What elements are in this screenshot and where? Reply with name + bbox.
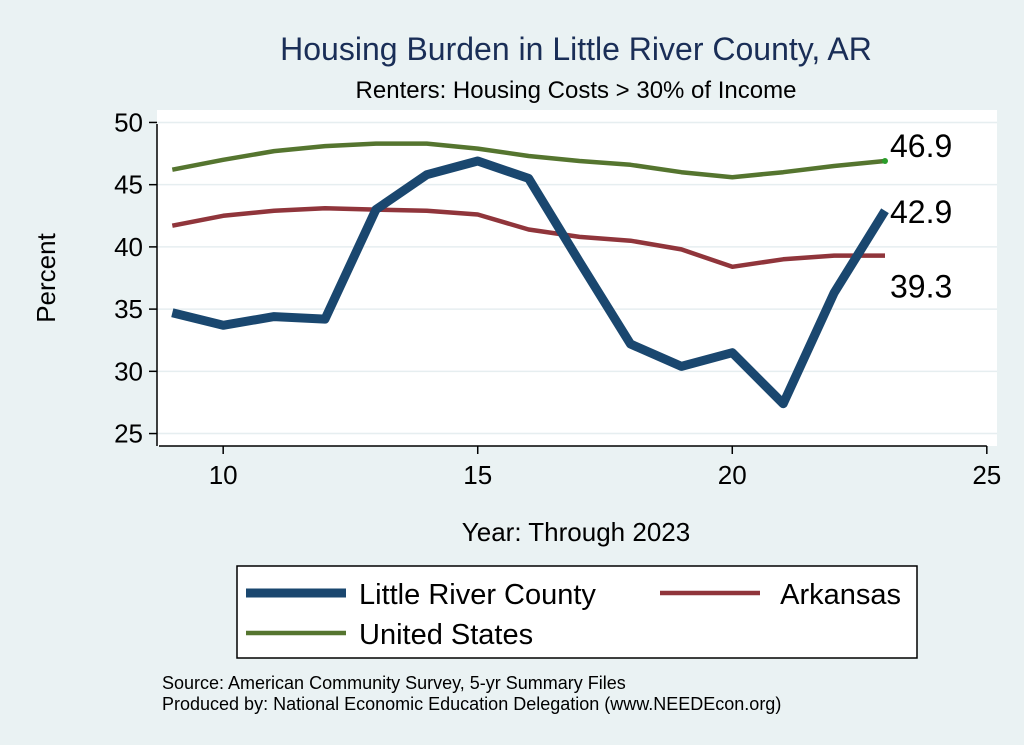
y-axis-title: Percent bbox=[31, 232, 61, 322]
series-line-united-states bbox=[171, 141, 886, 180]
source-note: Source: American Community Survey, 5-yr … bbox=[162, 673, 626, 693]
axes: 25 30 35 40 45 50 10 15 20 25 bbox=[114, 107, 1001, 490]
y-tick-label-45: 45 bbox=[114, 170, 143, 200]
x-tick-label-10: 10 bbox=[209, 460, 238, 490]
end-label-little-river-county: 42.9 bbox=[890, 194, 952, 230]
series-lines bbox=[171, 141, 889, 409]
chart-subtitle: Renters: Housing Costs > 30% of Income bbox=[356, 77, 797, 104]
y-tick-label-35: 35 bbox=[114, 294, 143, 324]
x-axis-title: Year: Through 2023 bbox=[462, 517, 690, 547]
series-line-little-river-county bbox=[171, 156, 889, 409]
legend-box bbox=[236, 565, 918, 659]
produced-by-note: Produced by: National Economic Education… bbox=[162, 694, 781, 714]
y-tick-label-50: 50 bbox=[114, 107, 143, 137]
end-label-arkansas: 39.3 bbox=[890, 269, 952, 305]
y-tick-label-40: 40 bbox=[114, 232, 143, 262]
end-marker-united-states bbox=[882, 158, 888, 165]
end-label-united-states: 46.9 bbox=[890, 128, 952, 164]
legend: Little River County Arkansas United Stat… bbox=[236, 565, 918, 659]
x-tick-label-15: 15 bbox=[463, 460, 492, 490]
end-value-labels: 46.9 39.3 42.9 bbox=[890, 128, 952, 305]
chart-title: Housing Burden in Little River County, A… bbox=[280, 31, 872, 67]
x-tick-label-25: 25 bbox=[972, 460, 1001, 490]
y-tick-label-30: 30 bbox=[114, 356, 143, 386]
legend-label-arkansas: Arkansas bbox=[780, 579, 901, 611]
series-line-arkansas bbox=[171, 206, 885, 270]
legend-label-united-states: United States bbox=[359, 619, 533, 651]
y-tick-label-25: 25 bbox=[114, 419, 143, 449]
legend-label-little-river-county: Little River County bbox=[359, 579, 596, 611]
gridlines bbox=[157, 121, 997, 435]
x-tick-label-20: 20 bbox=[718, 460, 747, 490]
